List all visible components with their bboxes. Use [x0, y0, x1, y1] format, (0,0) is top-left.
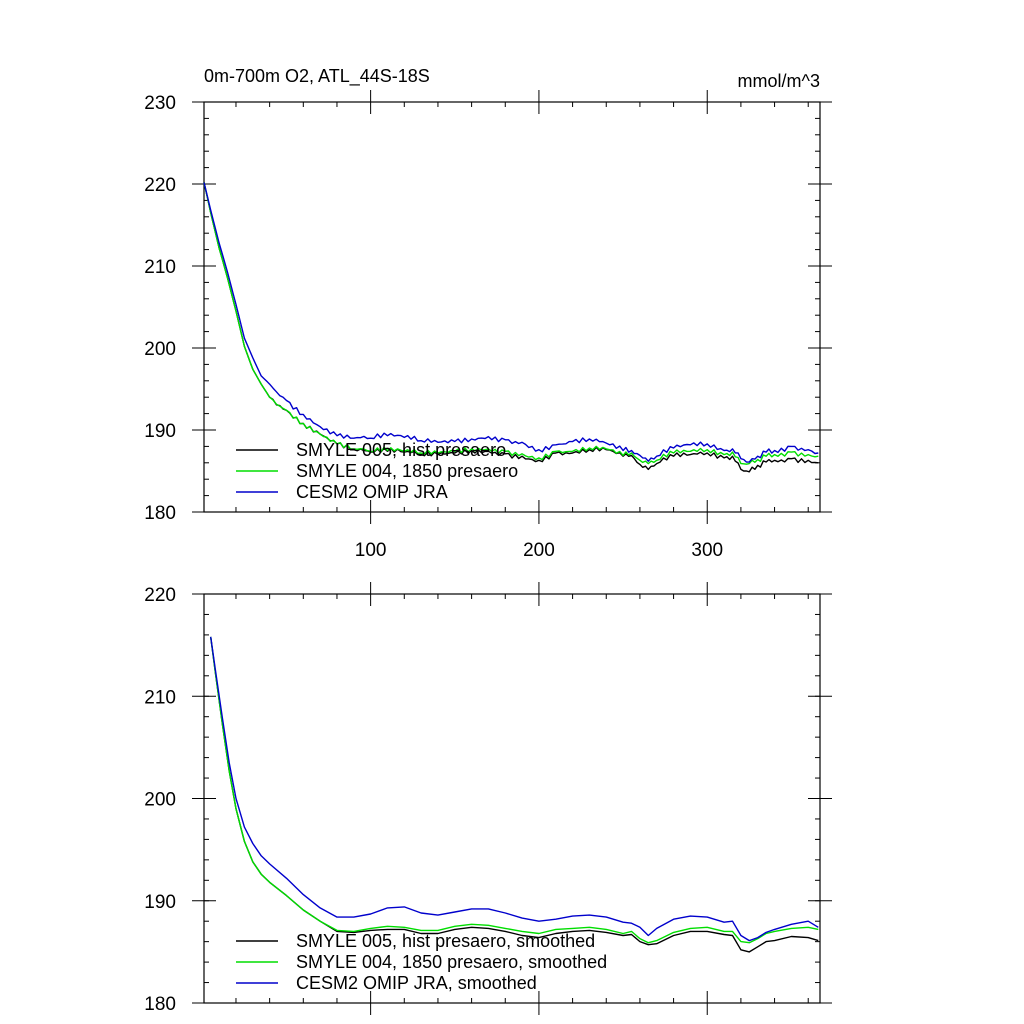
legend-label-cesm2-smoothed: CESM2 OMIP JRA, smoothed — [296, 973, 537, 993]
x-tick-label: 100 — [355, 540, 387, 561]
series-lines — [203, 182, 819, 473]
panel-bottom: 180 190 200 210 220 SMYLE 005, hist presaero… — [144, 582, 832, 1015]
legend-label-smyle-004: SMYLE 004, 1850 presaero — [296, 461, 518, 481]
series-line-cesm2-omip-jra — [203, 182, 819, 463]
y-tick-label: 180 — [144, 503, 176, 524]
series-line-smyle-005-hist-presaero — [203, 182, 819, 473]
legend: SMYLE 005, hist presaero SMYLE 004, 1850… — [236, 440, 518, 502]
x-tick-label: 200 — [523, 540, 555, 561]
y-tick-label: 200 — [144, 790, 176, 811]
y-tick-label: 210 — [144, 687, 176, 708]
y-tick-label: 210 — [144, 257, 176, 278]
plot-frame — [203, 101, 821, 513]
y-tick-label: 190 — [144, 421, 176, 442]
legend-label-smyle-005: SMYLE 005, hist presaero — [296, 440, 506, 460]
series-line-smyle-004-1850-presaero — [203, 182, 819, 465]
series-line-smyle-005-hist-presaero-smoothed — [210, 636, 819, 953]
legend-label-cesm2: CESM2 OMIP JRA — [296, 482, 448, 502]
y-tick-label: 190 — [144, 892, 176, 913]
legend-label-smyle-005-smoothed: SMYLE 005, hist presaero, smoothed — [296, 931, 595, 951]
series-line-smyle-004-1850-presaero-smoothed — [210, 636, 819, 944]
x-tick-label: 300 — [691, 540, 723, 561]
y-tick-label: 220 — [144, 585, 176, 606]
series-line-cesm2-omip-jra-smoothed — [210, 636, 819, 942]
chart-title: 0m-700m O2, ATL_44S-18S — [204, 66, 430, 87]
axes: 180 190 200 210 220 — [144, 582, 832, 1015]
legend-label-smyle-004-smoothed: SMYLE 004, 1850 presaero, smoothed — [296, 952, 607, 972]
series-lines — [210, 636, 819, 953]
y-tick-label: 230 — [144, 93, 176, 114]
chart-units: mmol/m^3 — [738, 71, 820, 91]
y-tick-label: 220 — [144, 175, 176, 196]
legend: SMYLE 005, hist presaero, smoothed SMYLE… — [236, 931, 607, 993]
y-tick-label: 200 — [144, 339, 176, 360]
panel-top: 0m-700m O2, ATL_44S-18S mmol/m^3 180 190 2… — [144, 66, 832, 561]
axes: 180 190 200 210 220 230 100 200 300 — [144, 90, 832, 561]
y-tick-label: 180 — [144, 994, 176, 1015]
